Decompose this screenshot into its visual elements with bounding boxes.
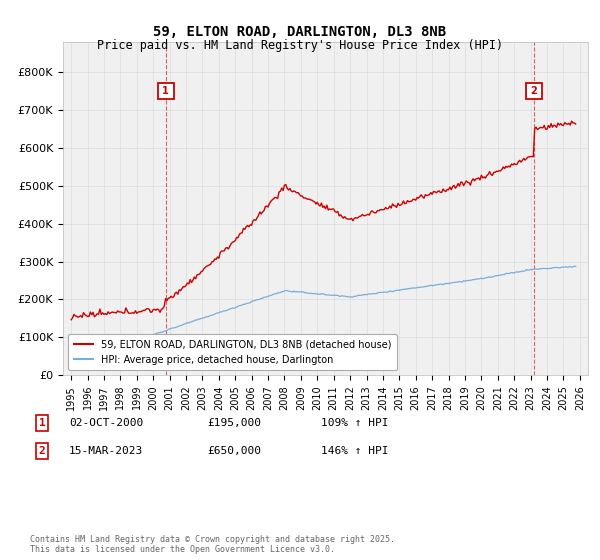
Text: 146% ↑ HPI: 146% ↑ HPI xyxy=(321,446,389,456)
Legend: 59, ELTON ROAD, DARLINGTON, DL3 8NB (detached house), HPI: Average price, detach: 59, ELTON ROAD, DARLINGTON, DL3 8NB (det… xyxy=(68,334,397,370)
Text: Price paid vs. HM Land Registry's House Price Index (HPI): Price paid vs. HM Land Registry's House … xyxy=(97,39,503,52)
Text: Contains HM Land Registry data © Crown copyright and database right 2025.
This d: Contains HM Land Registry data © Crown c… xyxy=(30,535,395,554)
Text: £650,000: £650,000 xyxy=(207,446,261,456)
Text: 15-MAR-2023: 15-MAR-2023 xyxy=(69,446,143,456)
Text: 1: 1 xyxy=(38,418,46,428)
Text: 02-OCT-2000: 02-OCT-2000 xyxy=(69,418,143,428)
Text: 109% ↑ HPI: 109% ↑ HPI xyxy=(321,418,389,428)
Text: 2: 2 xyxy=(38,446,46,456)
Text: 2: 2 xyxy=(530,86,537,96)
Text: 1: 1 xyxy=(162,86,169,96)
Text: 59, ELTON ROAD, DARLINGTON, DL3 8NB: 59, ELTON ROAD, DARLINGTON, DL3 8NB xyxy=(154,25,446,39)
Text: £195,000: £195,000 xyxy=(207,418,261,428)
